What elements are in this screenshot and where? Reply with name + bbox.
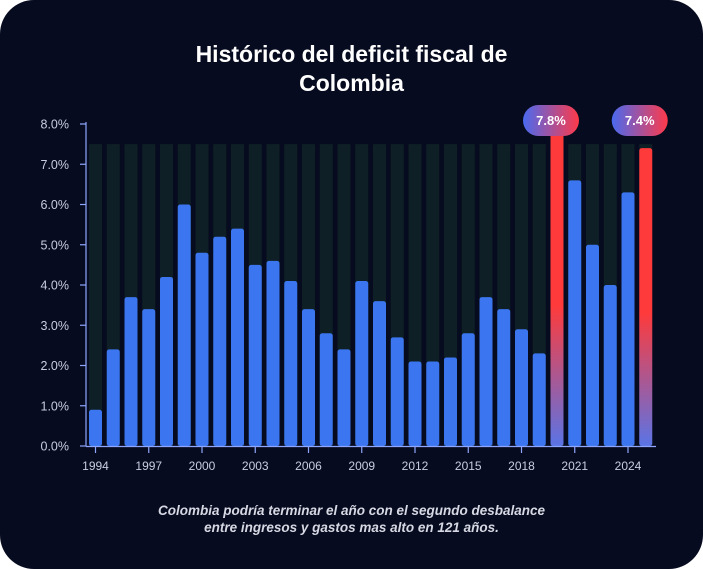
bar-2015 bbox=[461, 333, 475, 446]
bar-2016 bbox=[479, 297, 493, 446]
bar-2025 bbox=[639, 148, 653, 446]
bar-2012 bbox=[408, 361, 422, 446]
bar-2007 bbox=[319, 333, 333, 446]
bar-1997 bbox=[142, 309, 156, 446]
bar-2022 bbox=[586, 244, 599, 446]
x-tick-label: 2009 bbox=[348, 459, 375, 473]
bar-2020 bbox=[550, 132, 564, 447]
y-tick-label: 0.0% bbox=[41, 440, 70, 454]
bar-2023 bbox=[603, 285, 617, 446]
bar-2017 bbox=[497, 309, 511, 446]
bar-2008 bbox=[337, 349, 351, 446]
bar-1998 bbox=[160, 276, 173, 446]
y-tick-label: 4.0% bbox=[41, 279, 70, 293]
x-tick-label: 2000 bbox=[189, 459, 216, 473]
y-tick-label: 7.0% bbox=[41, 158, 70, 172]
bar-2000 bbox=[195, 252, 209, 446]
highlight-badge-label: 7.4% bbox=[625, 113, 655, 128]
bar-2010 bbox=[373, 301, 386, 446]
chart-caption: Colombia podría terminar el año con el s… bbox=[0, 502, 703, 536]
bar-2005 bbox=[284, 280, 298, 446]
x-tick-label: 1994 bbox=[82, 459, 109, 473]
bar-2019 bbox=[532, 353, 546, 446]
highlight-badge bbox=[523, 105, 579, 136]
x-tick-label: 2024 bbox=[615, 459, 642, 473]
bar-1994 bbox=[89, 409, 102, 446]
chart-title-line-2: Colombia bbox=[299, 70, 404, 96]
bar-2002 bbox=[231, 228, 244, 446]
highlight-badge bbox=[611, 105, 668, 136]
caption-line-1: Colombia podría terminar el año con el s… bbox=[157, 503, 546, 518]
x-tick-label: 2006 bbox=[295, 459, 322, 473]
y-tick-label: 6.0% bbox=[41, 198, 70, 212]
bar-2014 bbox=[444, 357, 457, 446]
chart-title-line-1: Histórico del deficit fiscal de bbox=[195, 41, 508, 67]
x-tick-label: 2015 bbox=[455, 459, 482, 473]
bar-2013 bbox=[426, 361, 440, 446]
bar-1999 bbox=[177, 204, 191, 446]
caption-line-2: entre ingresos y gastos mas alto en 121 … bbox=[204, 520, 499, 535]
y-tick-label: 5.0% bbox=[41, 238, 70, 252]
bar-1995 bbox=[106, 349, 120, 446]
x-tick-label: 2003 bbox=[242, 459, 269, 473]
chart-title: Histórico del deficit fiscal de Colombia bbox=[0, 40, 703, 98]
highlight-badge-label: 7.8% bbox=[536, 113, 566, 128]
bar-2018 bbox=[515, 329, 528, 446]
bar-2009 bbox=[355, 280, 369, 446]
y-tick-label: 3.0% bbox=[41, 319, 70, 333]
bar-track bbox=[89, 144, 102, 446]
x-tick-label: 2018 bbox=[508, 459, 535, 473]
x-tick-label: 2012 bbox=[402, 459, 429, 473]
bar-2024 bbox=[621, 192, 635, 446]
bar-2021 bbox=[568, 180, 582, 446]
x-tick-label: 2021 bbox=[561, 459, 588, 473]
bar-2011 bbox=[390, 337, 404, 446]
y-tick-label: 1.0% bbox=[41, 399, 70, 413]
bar-2003 bbox=[248, 264, 262, 446]
bar-1996 bbox=[124, 297, 138, 446]
y-tick-label: 2.0% bbox=[41, 359, 70, 373]
y-tick-label: 8.0% bbox=[41, 118, 70, 132]
bar-2001 bbox=[213, 236, 227, 446]
bar-2004 bbox=[266, 260, 280, 446]
bar-2006 bbox=[302, 309, 315, 446]
x-tick-label: 1997 bbox=[135, 459, 162, 473]
